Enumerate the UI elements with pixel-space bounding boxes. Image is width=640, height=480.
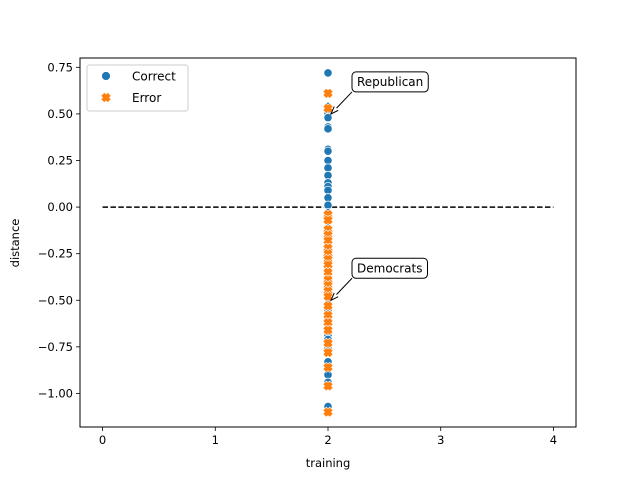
data-point-correct-0 <box>323 68 333 78</box>
data-point-error-20 <box>322 337 334 349</box>
annotation-arrowhead-0 <box>329 106 339 115</box>
data-point-error-22 <box>322 361 334 373</box>
data-point-correct-4 <box>323 113 333 123</box>
legend-x-shape <box>100 91 112 104</box>
y-tick-label-7: 0.75 <box>47 60 73 74</box>
y-tick-label-3: −0.25 <box>38 247 73 261</box>
data-point-error-24 <box>322 406 334 418</box>
y-tick-label-1: −0.75 <box>38 340 73 354</box>
annotation-box-1 <box>351 257 428 279</box>
data-point-error-19 <box>322 324 334 336</box>
x-tick-label-2: 2 <box>324 433 331 447</box>
x-ticks-layer: 0 1 2 3 4 <box>99 427 557 447</box>
legend-marker-correct <box>101 71 111 81</box>
legend: Correct Error <box>86 64 189 112</box>
x-tick-label-4: 4 <box>550 433 557 447</box>
data-point-correct-6 <box>323 124 333 134</box>
data-point-error-17 <box>322 309 334 321</box>
y-tick-label-5: 0.25 <box>47 154 73 168</box>
legend-box <box>86 64 189 112</box>
data-point-error-6 <box>322 235 334 247</box>
data-point-error-23 <box>322 380 334 392</box>
data-point-error-11 <box>322 266 334 278</box>
annotation-layer: Republican Democrats <box>329 71 429 302</box>
y-ticks-layer: −1.00 −0.75 −0.50 −0.25 0.00 0.25 0.50 0.75 <box>38 60 80 400</box>
x-tick-label-1: 1 <box>212 433 219 447</box>
y-tick-label-4: 0.00 <box>47 200 73 214</box>
annotation-label-0: Republican <box>357 75 423 89</box>
x-tick-label-3: 3 <box>437 433 444 447</box>
y-axis-label: distance <box>8 219 22 268</box>
annotation-label-1: Democrats <box>357 261 423 275</box>
annotation-arrow-1 <box>336 277 353 295</box>
annotation-arrow-0 <box>336 91 353 109</box>
y-tick-label-6: 0.50 <box>47 107 73 121</box>
legend-marker-error <box>100 91 112 104</box>
points-layer <box>322 68 334 418</box>
data-point-error-0 <box>322 87 334 99</box>
data-point-error-16 <box>322 300 334 312</box>
annotation-arrowhead-1 <box>329 292 339 302</box>
annotation-1: Democrats <box>329 257 428 302</box>
data-point-error-10 <box>322 259 334 271</box>
data-point-error-15 <box>322 291 334 303</box>
data-point-correct-8 <box>323 146 333 156</box>
data-point-error-18 <box>322 317 334 329</box>
data-point-error-21 <box>322 346 334 358</box>
legend-label-correct: Correct <box>132 70 176 84</box>
x-axis-label: training <box>306 456 351 470</box>
legend-label-error: Error <box>132 91 161 105</box>
annotation-box-0 <box>351 71 429 93</box>
y-tick-label-2: −0.50 <box>38 293 73 307</box>
y-tick-label-0: −1.00 <box>38 386 73 400</box>
annotation-0: Republican <box>329 71 429 115</box>
data-point-error-3 <box>322 214 334 226</box>
x-tick-label-0: 0 <box>99 433 106 447</box>
